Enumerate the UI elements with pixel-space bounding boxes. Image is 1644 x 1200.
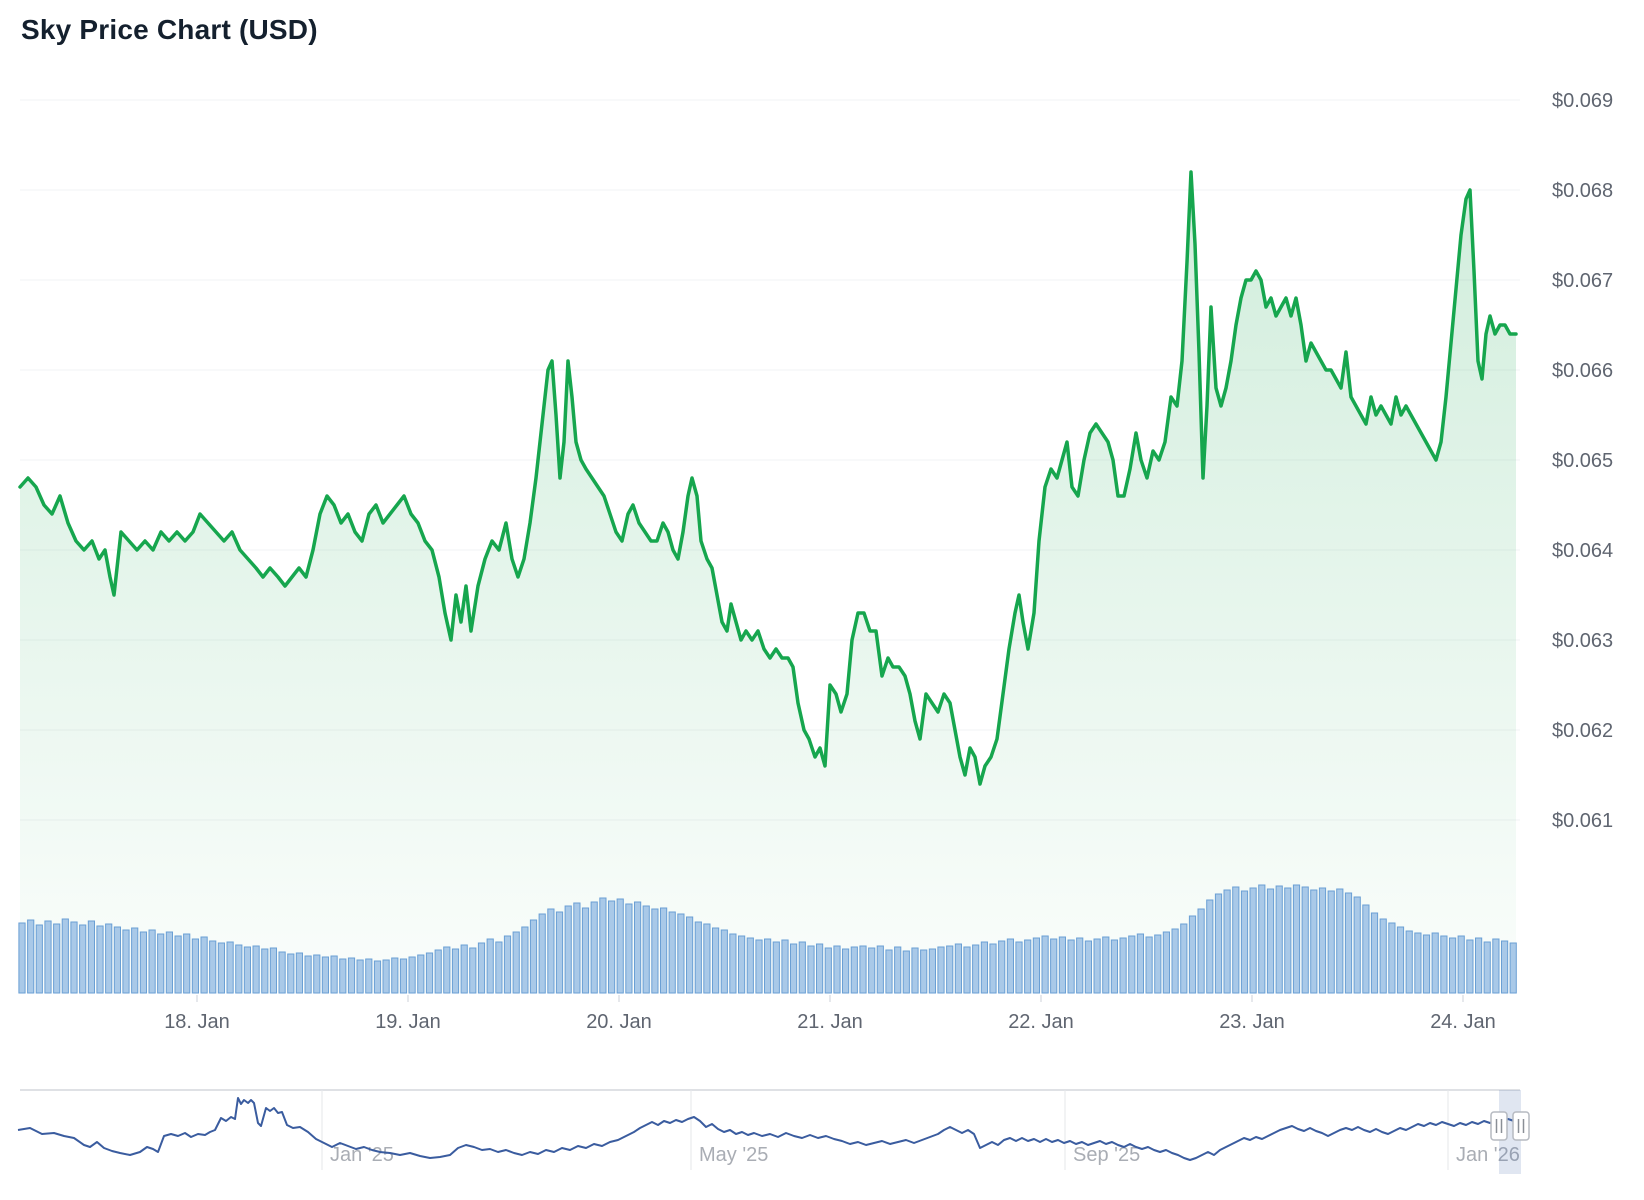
y-axis-label: $0.063 [1552,630,1613,652]
price-line [18,170,1518,786]
x-axis-label: 18. Jan [164,1011,230,1033]
navigator-labels: Jan '25 May '25 Sep '25 Jan '26 [330,1144,1520,1166]
volume-bars [18,884,1517,994]
x-axis-ticks [196,995,1464,1002]
navigator-line[interactable] [17,1097,1521,1161]
y-axis-labels: $0.069 $0.068 $0.067 $0.066 $0.065 $0.064 $0.0… [1552,90,1613,832]
y-axis-label: $0.069 [1552,90,1613,112]
price-area [20,172,1516,993]
navigator-label: Jan '26 [1456,1144,1520,1166]
page-title: Sky Price Chart (USD) [21,14,318,45]
navigator-gridlines [321,1090,1449,1170]
y-axis-label: $0.062 [1552,720,1613,742]
x-axis-label: 22. Jan [1008,1011,1074,1033]
x-axis-labels: 18. Jan 19. Jan 20. Jan 21. Jan 22. Jan 23. J… [164,1011,1496,1033]
x-axis-label: 24. Jan [1430,1011,1496,1033]
navigator-handle-left[interactable] [1490,1111,1508,1141]
y-axis-label: $0.068 [1552,180,1613,202]
y-axis-label: $0.067 [1552,270,1613,292]
x-axis-label: 20. Jan [586,1011,652,1033]
chart-hover-area[interactable] [20,80,1520,993]
x-axis-label: 23. Jan [1219,1011,1285,1033]
navigator-handle-right[interactable] [1512,1111,1530,1141]
y-axis-label: $0.066 [1552,360,1613,382]
y-axis-label: $0.065 [1552,450,1613,472]
navigator-label: Sep '25 [1073,1144,1140,1166]
y-axis-label: $0.064 [1552,540,1613,562]
x-axis-label: 21. Jan [797,1011,863,1033]
navigator-label: May '25 [699,1144,768,1166]
navigator[interactable]: Jan '25 May '25 Sep '25 Jan '26 [17,1089,1530,1174]
navigator-selection[interactable] [1499,1090,1521,1174]
x-axis-label: 19. Jan [375,1011,441,1033]
navigator-label: Jan '25 [330,1144,394,1166]
y-axis-label: $0.061 [1552,810,1613,832]
